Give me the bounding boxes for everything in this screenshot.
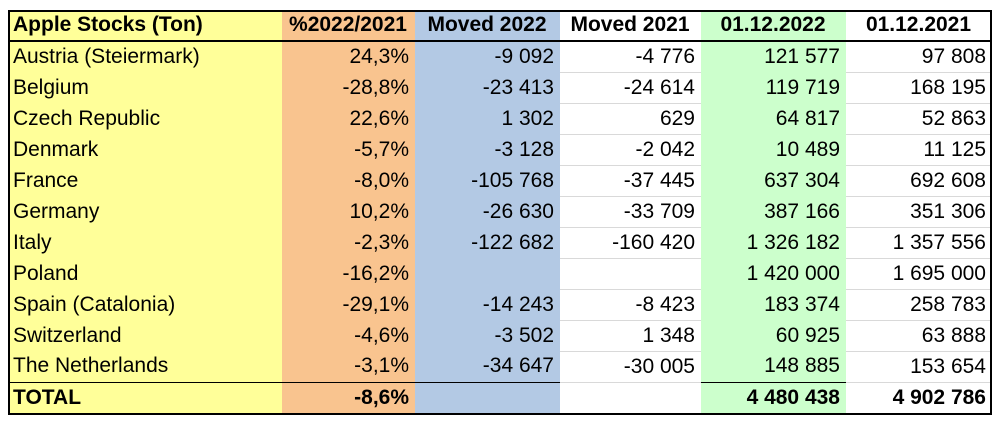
- cell-country: Belgium: [8, 72, 282, 103]
- cell-moved-2022: -9 092: [415, 41, 560, 72]
- cell-moved-2022: -122 682: [415, 227, 560, 258]
- table-row: Germany 10,2% -26 630 -33 709 387 166 351 306: [8, 196, 992, 228]
- cell-moved-2021: -30 005: [560, 351, 701, 383]
- cell-stock-2022: 121 577: [701, 41, 846, 72]
- cell-stock-2022: 119 719: [701, 72, 846, 103]
- cell-moved-2021: [560, 381, 701, 414]
- header-row: Apple Stocks (Ton) %2022/2021 Moved 2022…: [8, 10, 992, 41]
- header-moved-2021: Moved 2021: [560, 10, 701, 41]
- cell-country: TOTAL: [8, 381, 282, 413]
- cell-stock-2021: 52 863: [846, 103, 992, 135]
- cell-country: Poland: [8, 258, 282, 289]
- cell-change-percent: 10,2%: [282, 196, 415, 227]
- table-row: Belgium -28,8% -23 413 -24 614 119 719 168 19…: [8, 72, 992, 104]
- cell-moved-2022: -14 243: [415, 289, 560, 320]
- table-row: Spain (Catalonia) -29,1% -14 243 -8 423 183 …: [8, 289, 992, 321]
- table-row: Italy -2,3% -122 682 -160 420 1 326 182 1 357…: [8, 227, 992, 259]
- cell-moved-2021: -24 614: [560, 72, 701, 104]
- cell-moved-2022: -26 630: [415, 196, 560, 227]
- cell-stock-2021: 1 695 000: [846, 258, 992, 290]
- cell-country: Austria (Steiermark): [8, 41, 282, 72]
- cell-stock-2022: 148 885: [701, 351, 846, 382]
- cell-stock-2022: 64 817: [701, 103, 846, 134]
- cell-stock-2021: 1 357 556: [846, 227, 992, 259]
- cell-change-percent: -4,6%: [282, 320, 415, 351]
- cell-country: France: [8, 165, 282, 196]
- table-row: France -8,0% -105 768 -37 445 637 304 692 608: [8, 165, 992, 197]
- header-stock-2021: 01.12.2021: [846, 10, 992, 41]
- cell-moved-2021: -37 445: [560, 165, 701, 197]
- cell-moved-2021: [560, 258, 701, 290]
- cell-moved-2021: 1 348: [560, 320, 701, 352]
- cell-stock-2021: 11 125: [846, 134, 992, 166]
- header-change-percent: %2022/2021: [282, 10, 415, 41]
- header-moved-2022: Moved 2022: [415, 10, 560, 41]
- header-stock-2022: 01.12.2022: [701, 10, 846, 41]
- cell-moved-2022: -23 413: [415, 72, 560, 103]
- table-row: Switzerland -4,6% -3 502 1 348 60 925 63 888: [8, 320, 992, 352]
- cell-change-percent: 22,6%: [282, 103, 415, 134]
- cell-change-percent: -8,6%: [282, 381, 415, 413]
- cell-moved-2022: -3 502: [415, 320, 560, 351]
- cell-change-percent: -2,3%: [282, 227, 415, 258]
- cell-country: Denmark: [8, 134, 282, 165]
- cell-change-percent: -29,1%: [282, 289, 415, 320]
- table-row: Austria (Steiermark) 24,3% -9 092 -4 776 121…: [8, 41, 992, 73]
- cell-moved-2022: [415, 258, 560, 289]
- cell-stock-2021: 97 808: [846, 41, 992, 73]
- cell-stock-2021: 351 306: [846, 196, 992, 228]
- cell-stock-2021: 692 608: [846, 165, 992, 197]
- cell-change-percent: -16,2%: [282, 258, 415, 289]
- table-row: The Netherlands -3,1% -34 647 -30 005 148 88…: [8, 351, 992, 383]
- cell-stock-2022: 1 420 000: [701, 258, 846, 289]
- cell-moved-2022: -34 647: [415, 351, 560, 382]
- cell-change-percent: -5,7%: [282, 134, 415, 165]
- cell-moved-2022: -105 768: [415, 165, 560, 196]
- cell-stock-2021: 63 888: [846, 320, 992, 352]
- cell-stock-2022: 1 326 182: [701, 227, 846, 258]
- cell-change-percent: -28,8%: [282, 72, 415, 103]
- cell-moved-2021: -33 709: [560, 196, 701, 228]
- cell-stock-2022: 4 480 438: [701, 381, 846, 413]
- cell-moved-2022: -3 128: [415, 134, 560, 165]
- cell-stock-2021: 168 195: [846, 72, 992, 104]
- cell-moved-2021: -160 420: [560, 227, 701, 259]
- table-row: Poland -16,2% 1 420 000 1 695 000: [8, 258, 992, 290]
- table-row: Denmark -5,7% -3 128 -2 042 10 489 11 125: [8, 134, 992, 166]
- cell-stock-2022: 637 304: [701, 165, 846, 196]
- total-row: TOTAL -8,6% 4 480 438 4 902 786: [8, 381, 992, 414]
- table-row: Czech Republic 22,6% 1 302 629 64 817 52 863: [8, 103, 992, 135]
- cell-moved-2021: 629: [560, 103, 701, 135]
- cell-moved-2021: -2 042: [560, 134, 701, 166]
- header-country: Apple Stocks (Ton): [8, 10, 282, 41]
- cell-stock-2022: 387 166: [701, 196, 846, 227]
- cell-stock-2021: 4 902 786: [846, 381, 992, 414]
- cell-stock-2021: 153 654: [846, 351, 992, 383]
- cell-stock-2022: 10 489: [701, 134, 846, 165]
- cell-change-percent: -3,1%: [282, 351, 415, 382]
- apple-stocks-table: Apple Stocks (Ton) %2022/2021 Moved 2022…: [8, 10, 992, 414]
- cell-moved-2021: -8 423: [560, 289, 701, 321]
- cell-change-percent: 24,3%: [282, 41, 415, 72]
- cell-country: Italy: [8, 227, 282, 258]
- cell-moved-2022: [415, 381, 560, 413]
- cell-stock-2021: 258 783: [846, 289, 992, 321]
- cell-country: Spain (Catalonia): [8, 289, 282, 320]
- table-body: Austria (Steiermark) 24,3% -9 092 -4 776 121…: [8, 41, 992, 414]
- cell-stock-2022: 60 925: [701, 320, 846, 351]
- cell-country: Switzerland: [8, 320, 282, 351]
- cell-moved-2022: 1 302: [415, 103, 560, 134]
- cell-country: Czech Republic: [8, 103, 282, 134]
- cell-country: The Netherlands: [8, 351, 282, 382]
- cell-stock-2022: 183 374: [701, 289, 846, 320]
- cell-country: Germany: [8, 196, 282, 227]
- cell-moved-2021: -4 776: [560, 41, 701, 73]
- cell-change-percent: -8,0%: [282, 165, 415, 196]
